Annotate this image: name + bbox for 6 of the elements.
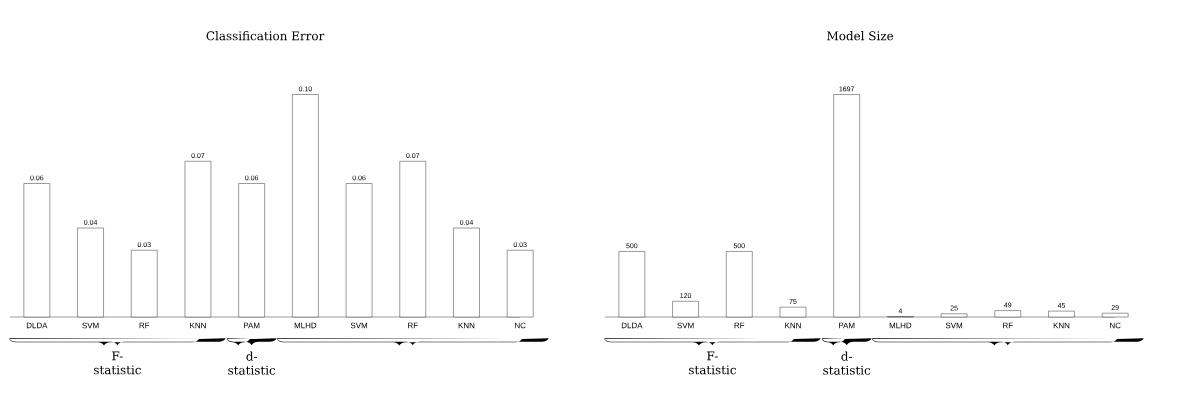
text: d-statistic [823, 351, 871, 375]
text: d-statistic [228, 351, 276, 375]
chart-title: Classification Error [206, 31, 325, 41]
chart-title: Model Size [827, 31, 894, 41]
text: F-statistic [94, 351, 141, 375]
text: F-statistic [689, 351, 736, 375]
